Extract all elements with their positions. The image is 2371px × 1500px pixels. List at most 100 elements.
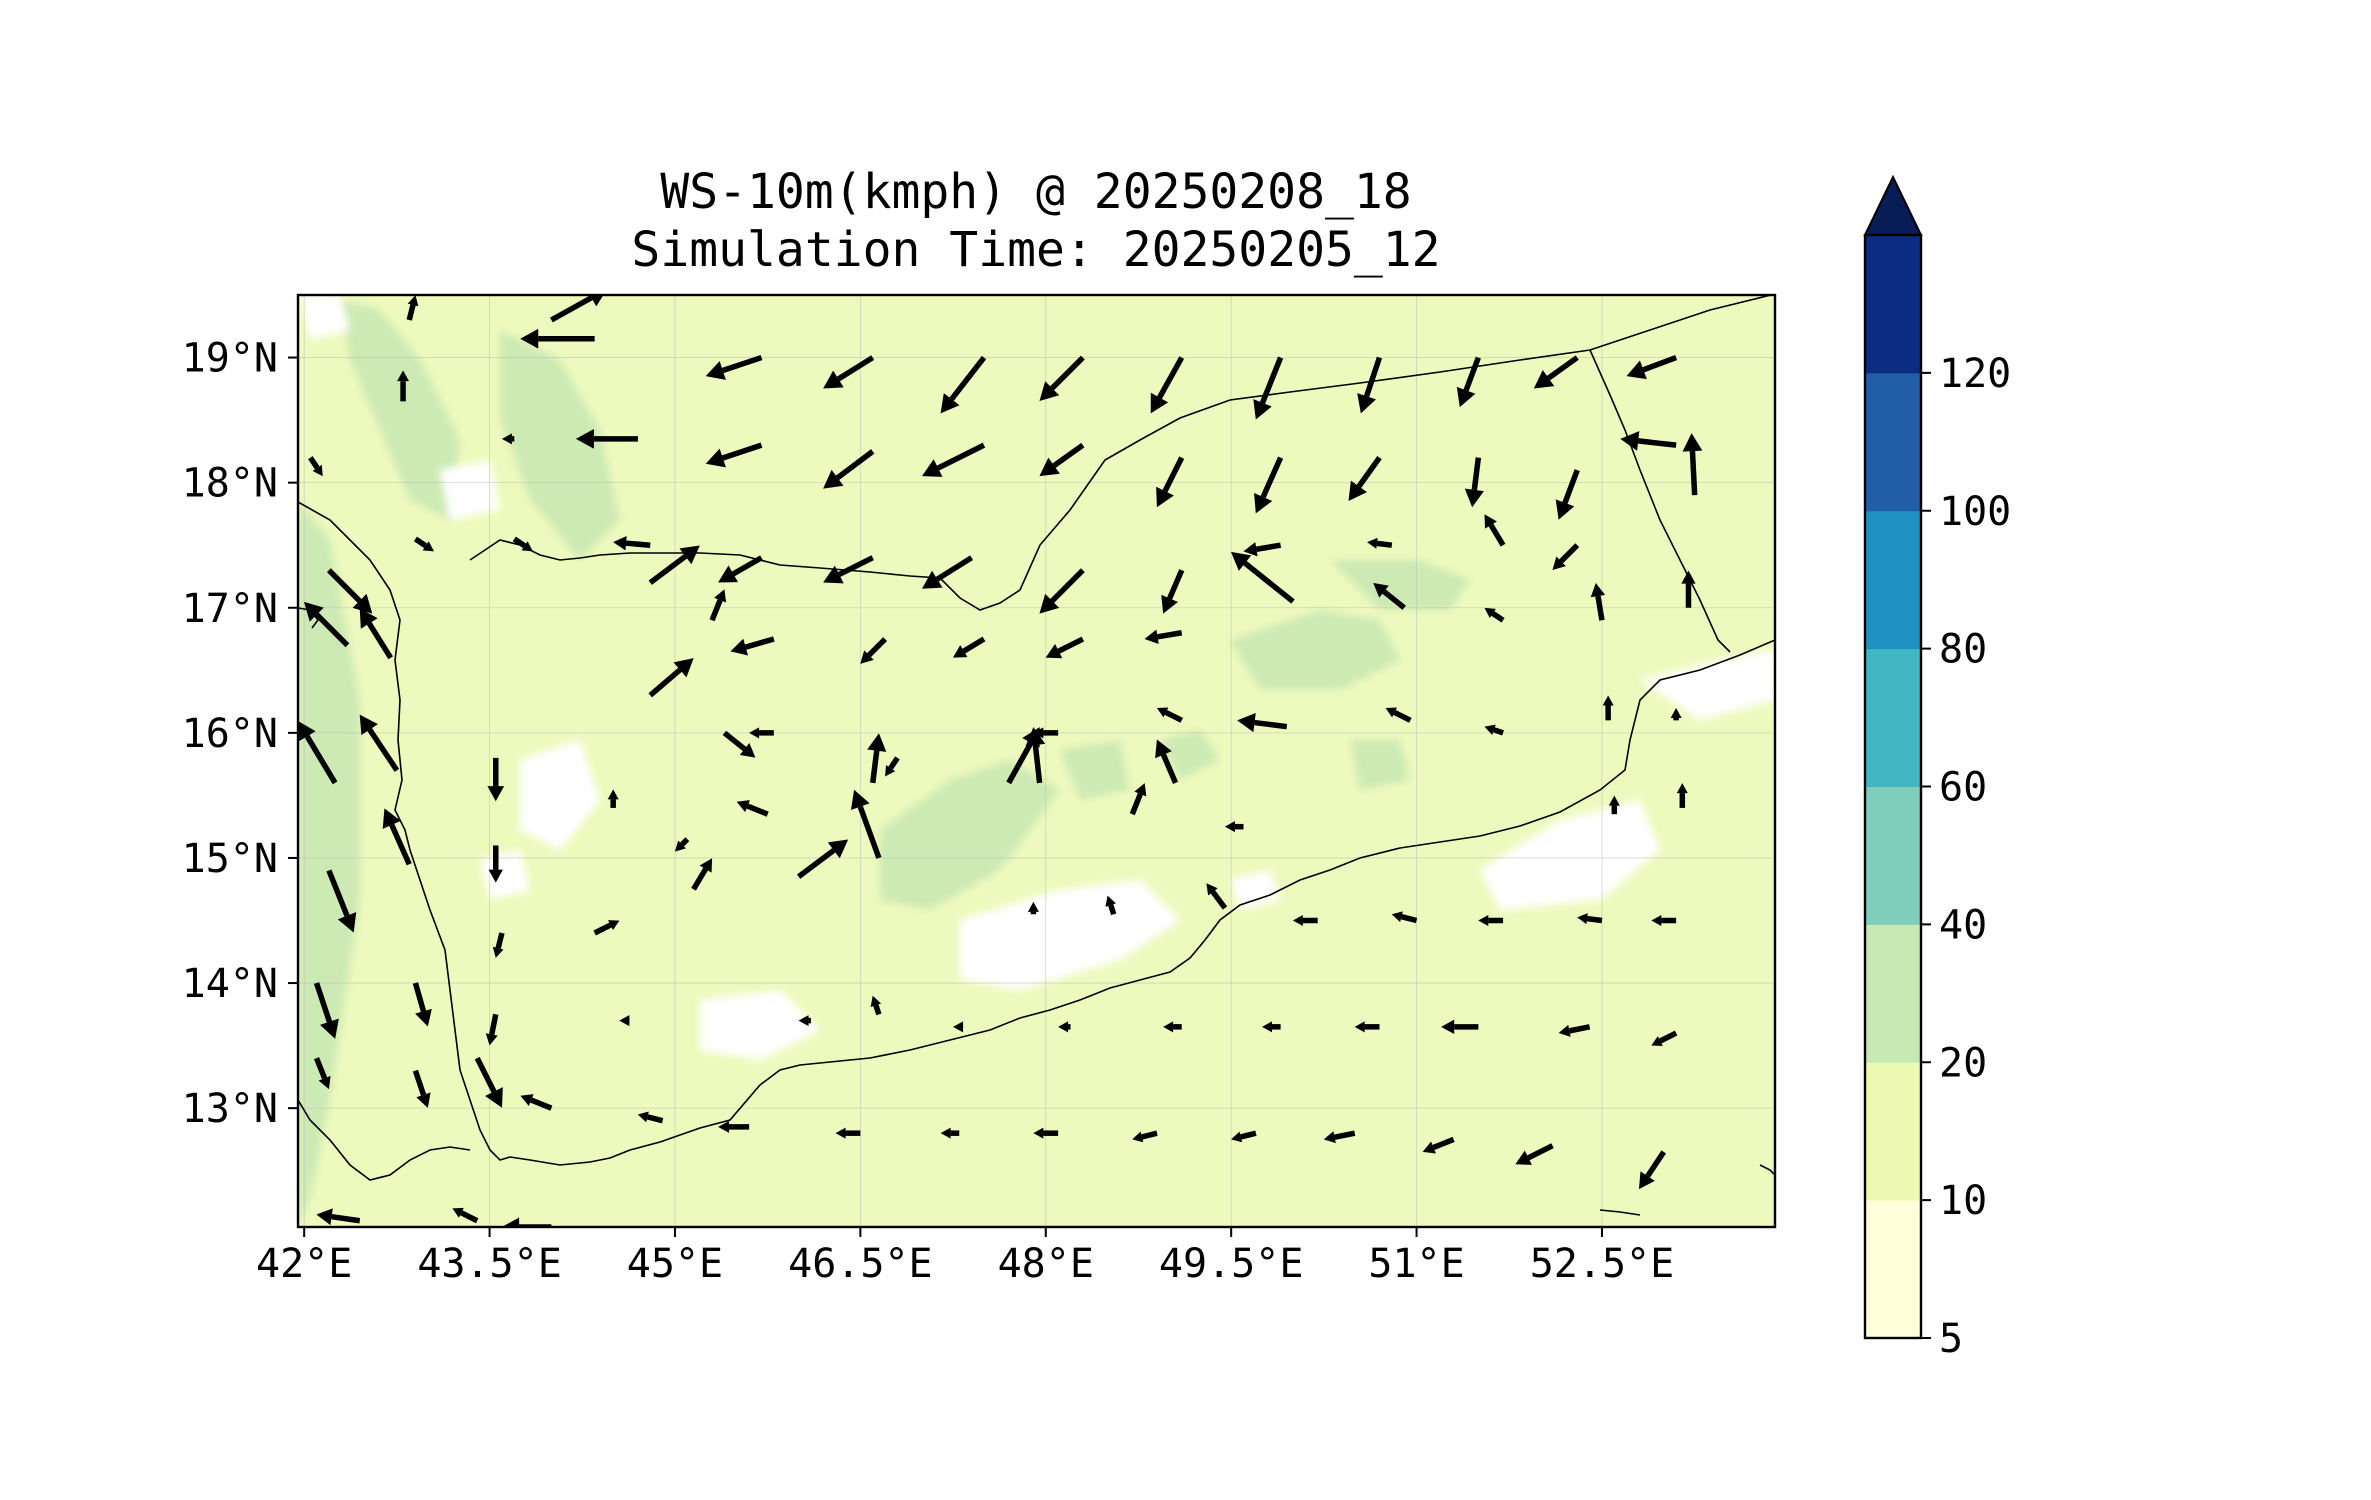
wind-arrow [1237,713,1288,733]
wind-arrow [648,545,700,585]
wind-arrow-head [1638,1171,1655,1190]
wind-arrow [1156,456,1185,508]
wind-arrow-shaft [1160,753,1179,784]
lon-tick-label: 43.5°E [417,1241,562,1287]
wind-arrow-shaft [1032,744,1043,784]
wind-arrow-head [739,743,756,758]
wind-arrow-head [1025,727,1046,747]
wind-arrow [501,1217,552,1227]
wind-arrow-head [520,328,539,349]
wind-arrow [313,982,339,1039]
wind-arrow-head [714,589,727,603]
wind-arrow-shaft [550,295,593,323]
wind-arrow-shaft [1243,560,1295,604]
wind-arrow-shaft [1057,636,1085,654]
wind-arrow-head [730,638,749,656]
wind-arrow [870,995,882,1016]
wind-arrow-shaft [474,1056,497,1093]
wind-arrow [550,295,604,323]
wind-arrow-head [885,765,896,777]
wind-arrow-head [501,433,512,445]
wind-arrow [1676,783,1688,808]
wind-arrow-shaft [1493,727,1504,736]
wind-arrow-head [452,1207,464,1218]
wind-arrow-shaft [413,536,428,549]
wind-arrow [316,1208,361,1226]
wind-arrow-head [589,295,604,307]
wind-arrow-head [487,786,505,802]
lon-tick-label: 52.5°E [1530,1241,1675,1287]
wind-arrow-head [1676,783,1688,794]
wind-arrow [736,800,769,817]
wind-arrow-head [1150,392,1169,414]
wind-arrow [1231,1130,1257,1143]
wind-arrow-head [1682,433,1703,452]
wind-arrow [1558,1024,1591,1037]
lon-tick-label: 51°E [1368,1241,1464,1287]
wind-arrow-head [416,1092,431,1108]
wind-arrow [1243,542,1282,557]
wind-arrow-head [501,1217,520,1227]
colorbar-segment [1865,1200,1921,1339]
wind-arrow-shaft [1527,1143,1554,1161]
wind-arrow [382,808,412,866]
wind-arrow [867,733,887,784]
colorbar-tick-label: 100 [1939,489,2011,535]
wind-arrow [298,720,338,785]
wind-arrow [709,589,727,622]
wind-arrow-head [352,593,373,614]
wind-arrow [921,442,986,477]
wind-arrow [492,932,505,958]
wind-arrow-shaft [1432,1136,1455,1151]
wind-arrow [1039,568,1085,614]
border-saudi-yemen [469,295,1775,611]
wind-arrow-shaft [593,922,612,936]
colorbar-tick-label: 120 [1939,351,2011,397]
wind-arrow-head [705,448,726,468]
wind-arrow-head [359,714,378,736]
wind-arrow [397,370,410,402]
wind-arrow-shaft [1108,904,1117,916]
wind-arrow [1484,514,1506,547]
wind-arrow [1357,356,1383,414]
wind-arrow-shaft [1645,1150,1667,1178]
wind-arrow-head [1626,360,1647,380]
wind-arrow-shaft [460,1210,479,1224]
band-20-40-region [1230,610,1400,690]
wind-arrow-head [407,295,419,307]
wind-arrow-shaft [646,1114,664,1124]
colorbar-tick-label: 5 [1939,1316,1963,1362]
lon-tick-label: 48°E [998,1241,1094,1287]
wind-arrow-shaft [648,554,688,585]
wind-arrow-shaft [1157,356,1185,399]
colorbar-segment [1865,372,1921,512]
wind-arrow-head [1348,480,1368,502]
wind-arrow-shaft [412,982,427,1013]
wind-arrow [1651,915,1677,927]
wind-arrow [1262,1021,1281,1033]
wind-arrow-head [1373,582,1389,598]
wind-arrow-head [679,545,700,565]
wind-arrow [1464,457,1484,508]
wind-arrow [1555,469,1580,520]
wind-arrow-head [316,1208,333,1226]
wind-arrow-head [1292,915,1303,927]
wind-arrow-head [1577,913,1588,925]
wind-arrow-shaft [304,734,338,785]
wind-arrow-head [1422,1141,1436,1154]
wind-arrow [1033,1127,1059,1139]
wind-arrow-head [827,839,849,859]
wind-arrow-head [1262,1021,1273,1033]
wind-arrow-head [718,1120,729,1133]
wind-arrow-shaft [1642,354,1678,373]
wind-arrow-shaft [867,637,888,658]
wind-arrow-shaft [1157,630,1183,640]
wind-arrow-head [1681,570,1696,584]
wind-arrow [798,1015,811,1027]
colorbar-tick-label: 20 [1939,1040,1987,1086]
wind-arrow [1292,915,1318,927]
wind-arrow [1033,727,1059,739]
wind-arrow [607,789,619,808]
wind-arrow-shaft [1689,451,1698,496]
